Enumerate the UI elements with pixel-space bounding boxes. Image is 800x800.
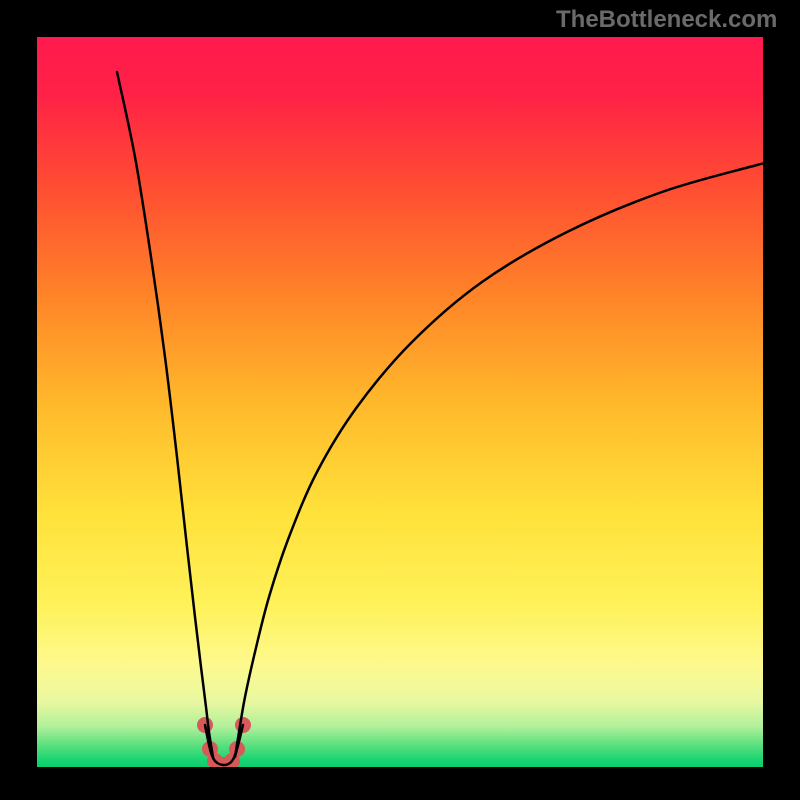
chart-container: TheBottleneck.com <box>0 0 800 800</box>
plot-area <box>37 37 763 767</box>
bottleneck-curve <box>117 72 763 765</box>
curve-layer <box>37 37 763 767</box>
watermark-text: TheBottleneck.com <box>556 6 777 34</box>
